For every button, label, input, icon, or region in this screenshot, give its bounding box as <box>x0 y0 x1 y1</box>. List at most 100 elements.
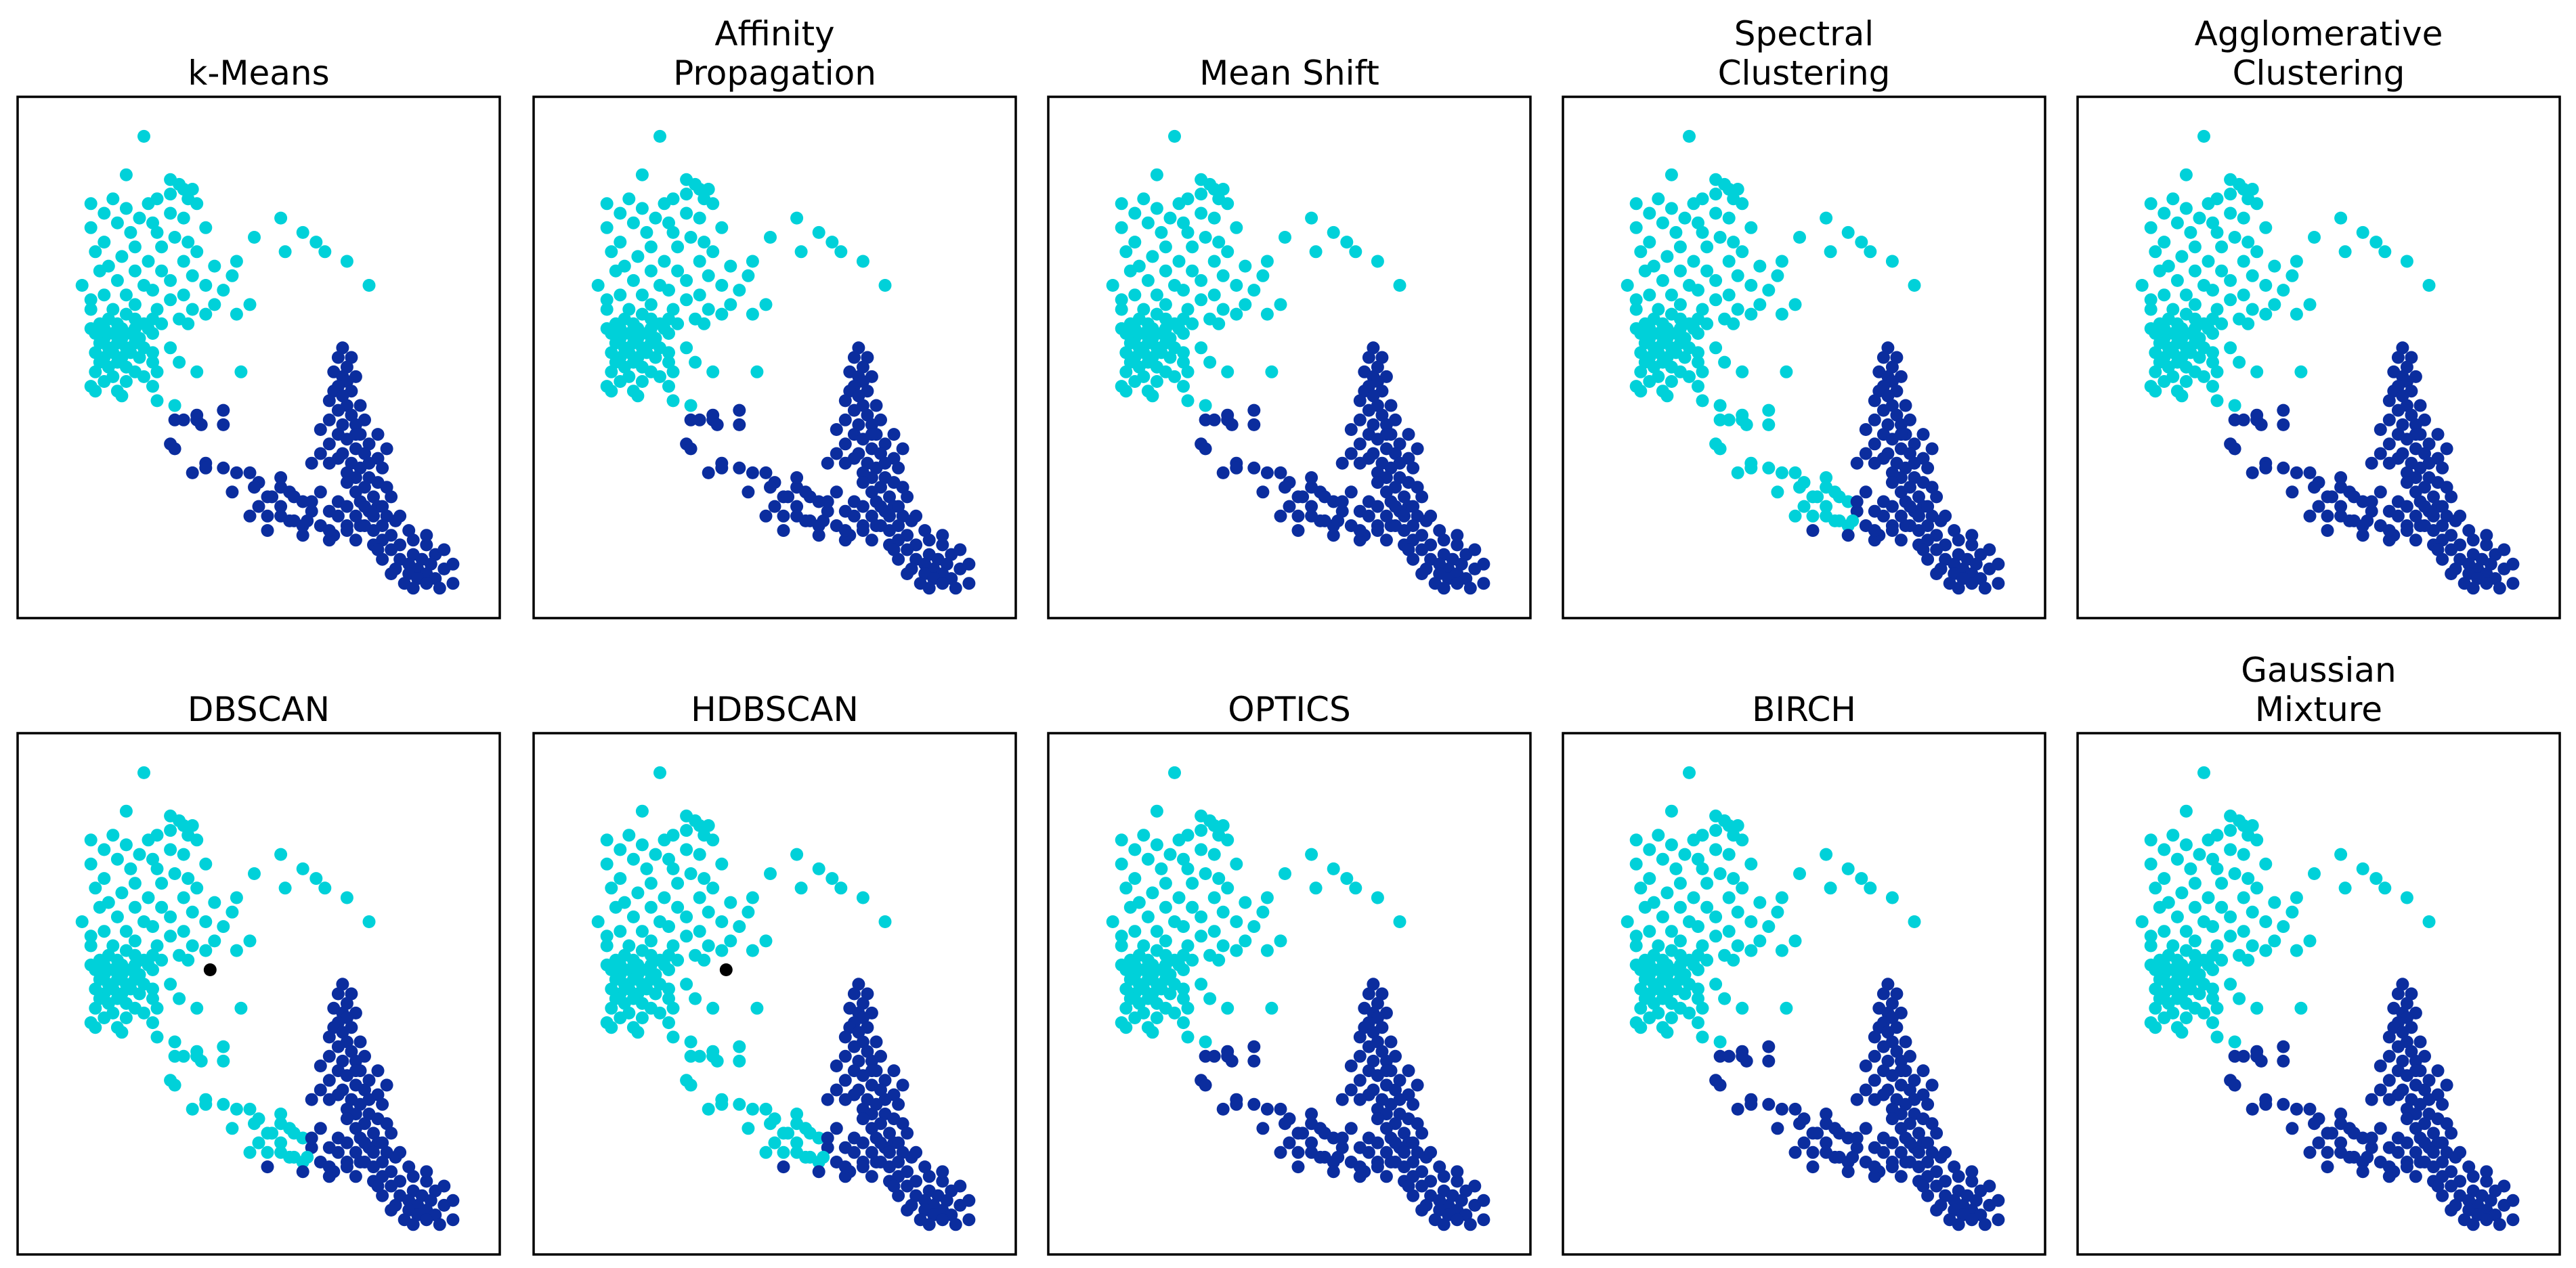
scatter-point <box>2179 288 2193 302</box>
scatter-point <box>865 485 878 499</box>
scatter-point <box>84 930 98 943</box>
scatter-point <box>671 877 685 890</box>
scatter-point <box>2365 1131 2378 1145</box>
scatter-point <box>331 351 345 364</box>
scatter-point <box>1260 944 1274 957</box>
scatter-point <box>658 833 671 847</box>
scatter-point <box>362 915 376 928</box>
scatter-point <box>1305 509 1318 523</box>
scatter-point <box>1673 264 1687 278</box>
scatter-point <box>2237 819 2250 832</box>
scatter-point <box>861 987 874 1001</box>
scatter-point <box>693 413 706 427</box>
scatter-point <box>790 471 804 484</box>
scatter-point <box>865 418 878 431</box>
scatter-point <box>331 987 345 1001</box>
scatter-point <box>164 274 177 287</box>
scatter-point <box>340 997 353 1010</box>
scatter-point <box>671 317 685 330</box>
scatter-point <box>1199 867 1212 880</box>
scatter-point <box>1230 461 1243 475</box>
scatter-point <box>644 934 658 948</box>
scatter-point <box>1841 225 1855 239</box>
scatter-point <box>1389 500 1402 513</box>
scatter-point <box>1899 1035 1912 1049</box>
scatter-point <box>1925 1078 1939 1092</box>
scatter-point <box>1318 490 1331 504</box>
scatter-point <box>605 365 618 378</box>
scatter-point <box>1740 418 1753 431</box>
scatter-point <box>644 264 658 278</box>
scatter-point <box>759 934 773 948</box>
scatter-point <box>1172 255 1186 268</box>
scatter-point <box>878 915 892 928</box>
scatter-point <box>658 255 671 268</box>
scatter-point <box>892 1189 905 1202</box>
scatter-point <box>2206 992 2219 1005</box>
scatter-point <box>865 1064 878 1078</box>
scatter-point <box>671 900 685 914</box>
scatter-point <box>1411 442 1424 456</box>
scatter-point <box>1207 1049 1221 1063</box>
scatter-point <box>2210 225 2224 239</box>
scatter-point <box>1128 375 1142 388</box>
scatter-point <box>600 833 614 847</box>
scatter-point <box>680 930 693 943</box>
scatter-point <box>1643 206 1656 220</box>
scatter-point <box>2338 881 2352 895</box>
scatter-point <box>1771 485 1784 499</box>
scatter-point <box>2241 872 2255 886</box>
scatter-point <box>1362 1040 1375 1053</box>
scatter-point <box>1340 872 1354 886</box>
scatter-point <box>759 298 773 311</box>
scatter-point <box>1260 307 1274 321</box>
scatter-point <box>1722 288 1736 302</box>
scatter-point <box>838 456 852 470</box>
scatter-point <box>331 509 345 523</box>
scatter-point <box>2418 1083 2431 1097</box>
scatter-point <box>2170 910 2184 923</box>
scatter-point <box>2285 905 2299 919</box>
scatter-point <box>1692 963 1704 976</box>
scatter-point <box>199 944 213 957</box>
scatter-point <box>1146 389 1159 403</box>
scatter-point <box>861 408 874 422</box>
scatter-point <box>1965 1165 1979 1179</box>
scatter-point <box>838 533 852 547</box>
scatter-point <box>349 485 362 499</box>
scatter-point <box>1692 327 1704 340</box>
scatter-point <box>2391 351 2405 364</box>
scatter-point <box>2374 1059 2387 1072</box>
scatter-point <box>1335 1131 1349 1145</box>
scatter-point <box>322 1074 336 1087</box>
scatter-point <box>2158 206 2171 220</box>
scatter-point <box>1788 466 1802 479</box>
scatter-point <box>2334 1145 2348 1159</box>
scatter-point <box>208 259 221 273</box>
scatter-point <box>393 509 407 523</box>
scatter-point <box>1146 1026 1159 1039</box>
scatter-point <box>2237 288 2250 302</box>
scatter-point <box>1775 891 1788 904</box>
scatter-point <box>420 538 433 552</box>
scatter-point <box>591 915 605 928</box>
scatter-point <box>2259 221 2273 234</box>
scatter-point <box>1393 279 1407 292</box>
scatter-point <box>1353 1160 1367 1174</box>
scatter-point <box>1119 365 1133 378</box>
scatter-point <box>2480 538 2493 552</box>
scatter-point <box>371 543 385 556</box>
scatter-point <box>1159 264 1172 278</box>
scatter-point <box>2259 279 2273 292</box>
scatter-point <box>2382 1030 2396 1044</box>
scatter-point <box>693 255 706 268</box>
scatter-point <box>618 360 631 374</box>
scatter-point <box>600 857 614 871</box>
scatter-point <box>2224 930 2237 943</box>
scatter-point <box>1123 900 1137 914</box>
scatter-point <box>680 274 693 287</box>
scatter-point <box>764 867 777 880</box>
scatter-point <box>1775 944 1788 957</box>
scatter-point <box>1788 1102 1802 1116</box>
scatter-point <box>261 1145 274 1159</box>
